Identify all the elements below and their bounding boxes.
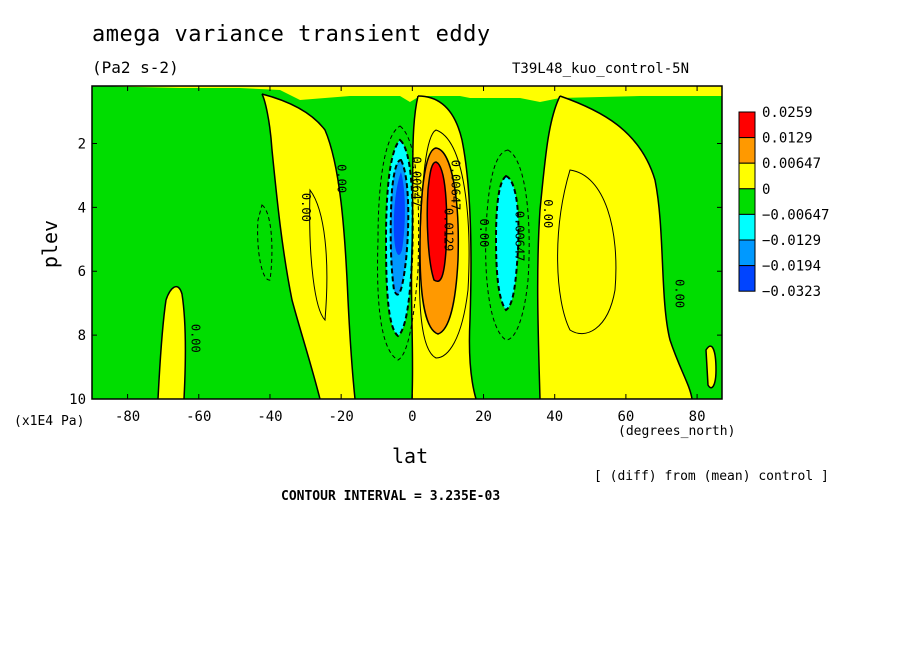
plot-frame xyxy=(91,85,723,400)
filled-contours xyxy=(92,86,722,399)
run-name-label: T39L48_kuo_control-5N xyxy=(512,61,690,77)
colorbar: 0.0259 0.0129 0.00647 0 −0.00647 −0.0129 −0.01… xyxy=(738,105,829,300)
contour-label: 0.00 xyxy=(299,193,313,222)
contour-label: 0.00647 xyxy=(513,211,527,262)
cyan-region-north xyxy=(496,176,519,310)
contour-label: 0.00 xyxy=(541,199,555,228)
colorbar-label: 0.0259 xyxy=(762,105,813,121)
colorbar-label: 0 xyxy=(762,182,770,198)
y-axis-label: plev xyxy=(38,219,62,269)
x-tick-label: 80 xyxy=(689,409,706,425)
axes: -80 -60 -40 -20 0 20 40 60 80 2 4 6 8 10 xyxy=(69,86,722,425)
colorbar-swatch xyxy=(738,213,756,241)
x-tick-label: -80 xyxy=(115,409,140,425)
colorbar-swatch xyxy=(738,188,756,215)
diff-note: [ (diff) from (mean) control ] xyxy=(594,469,829,484)
chart-title: amega variance transient eddy xyxy=(92,22,491,47)
x-tick-label: 0 xyxy=(408,409,416,425)
colorbar-label: −0.0194 xyxy=(762,259,821,275)
contour-label: 0.00 xyxy=(477,218,491,247)
red-core xyxy=(427,162,447,282)
colorbar-label: −0.0129 xyxy=(762,233,821,249)
colorbar-swatch xyxy=(738,239,756,267)
x-axis-label: lat xyxy=(392,444,429,468)
colorbar-swatch xyxy=(738,137,756,164)
colorbar-label: −0.0323 xyxy=(762,284,821,300)
colorbar-label: 0.00647 xyxy=(762,156,821,172)
colorbar-swatch xyxy=(738,111,756,139)
y-tick-label: 6 xyxy=(78,264,86,280)
contour-label: 0.00 xyxy=(673,279,687,308)
y-tick-label: 2 xyxy=(78,136,86,152)
contour-label: 0.0129 xyxy=(441,208,455,251)
x-tick-label: 40 xyxy=(546,409,563,425)
y-tick-label: 4 xyxy=(78,200,86,216)
blue-core xyxy=(393,172,405,255)
colorbar-label: −0.00647 xyxy=(762,207,829,223)
x-units-label: (degrees_north) xyxy=(618,424,736,439)
contour-label: 0.00647 xyxy=(448,160,462,211)
colorbar-label: 0.0129 xyxy=(762,131,813,147)
y-tick-label: 10 xyxy=(69,392,86,408)
x-tick-label: 60 xyxy=(617,409,634,425)
y-tick-label: 8 xyxy=(78,328,86,344)
x-tick-label: 20 xyxy=(475,409,492,425)
contour-label: 0.00 xyxy=(335,164,349,193)
y-scale-note: (x1E4 Pa) xyxy=(14,414,85,429)
x-tick-label: -40 xyxy=(257,409,282,425)
contour-label: 0.00647 xyxy=(409,157,423,208)
contour-label-layer: 0.000.000.000.000.000.000.01290.006470.0… xyxy=(189,157,687,353)
colorbar-swatch xyxy=(738,162,756,190)
x-tick-label: -20 xyxy=(329,409,354,425)
colorbar-swatch xyxy=(738,265,756,292)
units-label: (Pa2 s-2) xyxy=(92,58,179,77)
contour-label: 0.00 xyxy=(189,324,203,353)
contour-interval-label: CONTOUR INTERVAL = 3.235E-03 xyxy=(281,489,501,504)
yellow-region-south xyxy=(262,94,355,399)
x-tick-label: -60 xyxy=(186,409,211,425)
contour-lines xyxy=(157,93,717,399)
